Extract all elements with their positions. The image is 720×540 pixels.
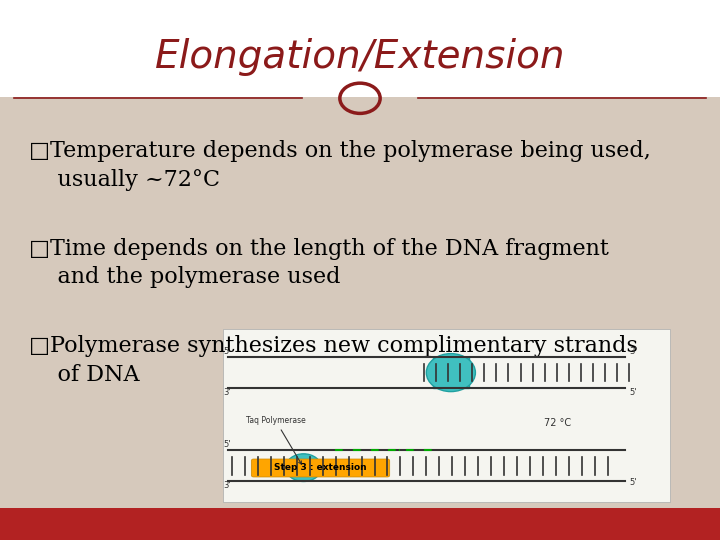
Text: 5': 5'	[629, 478, 637, 487]
Text: 3': 3'	[223, 388, 231, 397]
Text: 3': 3'	[223, 481, 231, 490]
Text: Elongation/Extension: Elongation/Extension	[155, 38, 565, 76]
FancyBboxPatch shape	[0, 508, 720, 540]
Text: 72 °C: 72 °C	[544, 418, 572, 428]
Text: 3': 3'	[629, 347, 637, 356]
Polygon shape	[433, 357, 469, 388]
FancyBboxPatch shape	[0, 0, 720, 97]
Text: Taq Polymerase: Taq Polymerase	[246, 416, 305, 464]
Text: 5': 5'	[223, 347, 230, 356]
FancyBboxPatch shape	[251, 459, 390, 477]
Text: □Temperature depends on the polymerase being used,
    usually ~72°C: □Temperature depends on the polymerase b…	[29, 140, 651, 191]
FancyBboxPatch shape	[223, 329, 670, 502]
Text: 5': 5'	[629, 388, 637, 397]
Circle shape	[286, 454, 321, 482]
Text: □Polymerase synthesizes new complimentary strands
    of DNA: □Polymerase synthesizes new complimentar…	[29, 335, 638, 386]
Text: 5': 5'	[223, 440, 230, 449]
Circle shape	[426, 354, 475, 391]
Text: □Time depends on the length of the DNA fragment
    and the polymerase used: □Time depends on the length of the DNA f…	[29, 238, 608, 288]
Text: Step 3 : extension: Step 3 : extension	[274, 463, 366, 472]
